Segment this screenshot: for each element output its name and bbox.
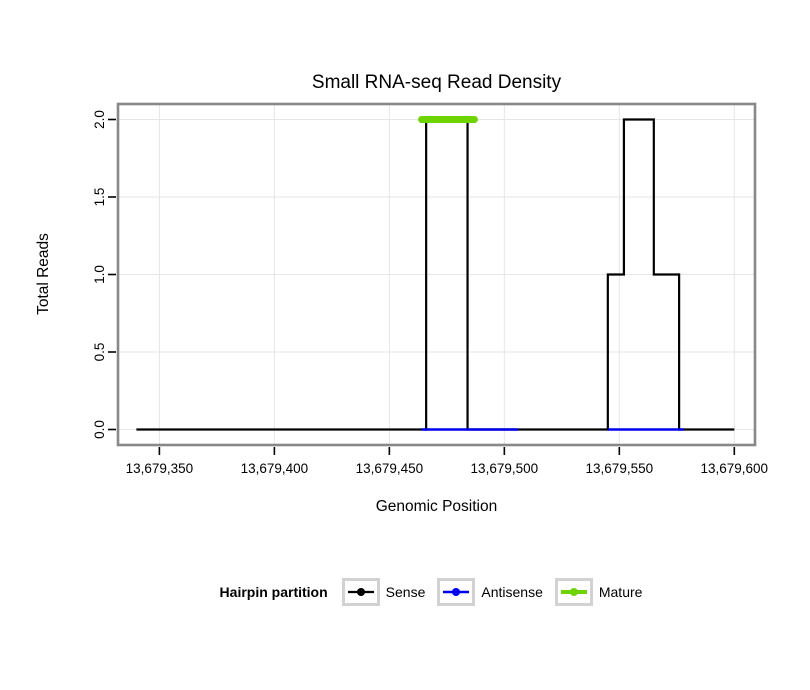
legend-key-mature-icon <box>554 578 593 606</box>
legend-entry-sense: Sense <box>341 578 426 606</box>
chart-title: Small RNA-seq Read Density <box>311 72 562 93</box>
x-tick-label: 13,679,350 <box>126 461 194 476</box>
y-tick-label: 0.0 <box>92 420 107 439</box>
y-tick-label: 0.5 <box>92 343 107 362</box>
y-tick-label: 1.5 <box>92 188 107 207</box>
legend-key-antisense-icon <box>437 578 476 606</box>
y-tick-label: 2.0 <box>92 110 107 129</box>
legend-label-antisense: Antisense <box>481 584 543 600</box>
legend-title: Hairpin partition <box>219 584 328 600</box>
legend-entry-mature: Mature <box>554 578 643 606</box>
legend-label-mature: Mature <box>598 584 643 600</box>
legend: Hairpin partition Sense Antisense Mature <box>26 578 810 606</box>
legend-entries: Sense Antisense Mature <box>341 578 643 606</box>
x-tick-label: 13,679,550 <box>586 461 654 476</box>
legend-label-sense: Sense <box>385 584 426 600</box>
legend-entry-antisense: Antisense <box>437 578 543 606</box>
x-tick-label: 13,679,450 <box>356 461 424 476</box>
legend-key-sense-icon <box>341 578 380 606</box>
y-tick-label: 1.0 <box>92 265 107 284</box>
x-tick-label: 13,679,500 <box>471 461 539 476</box>
plot-border <box>116 102 757 447</box>
x-tick-label: 13,679,600 <box>701 461 769 476</box>
x-axis-label: Genomic Position <box>375 498 498 515</box>
x-tick-label: 13,679,400 <box>241 461 309 476</box>
y-axis-label: Total Reads <box>35 233 52 315</box>
